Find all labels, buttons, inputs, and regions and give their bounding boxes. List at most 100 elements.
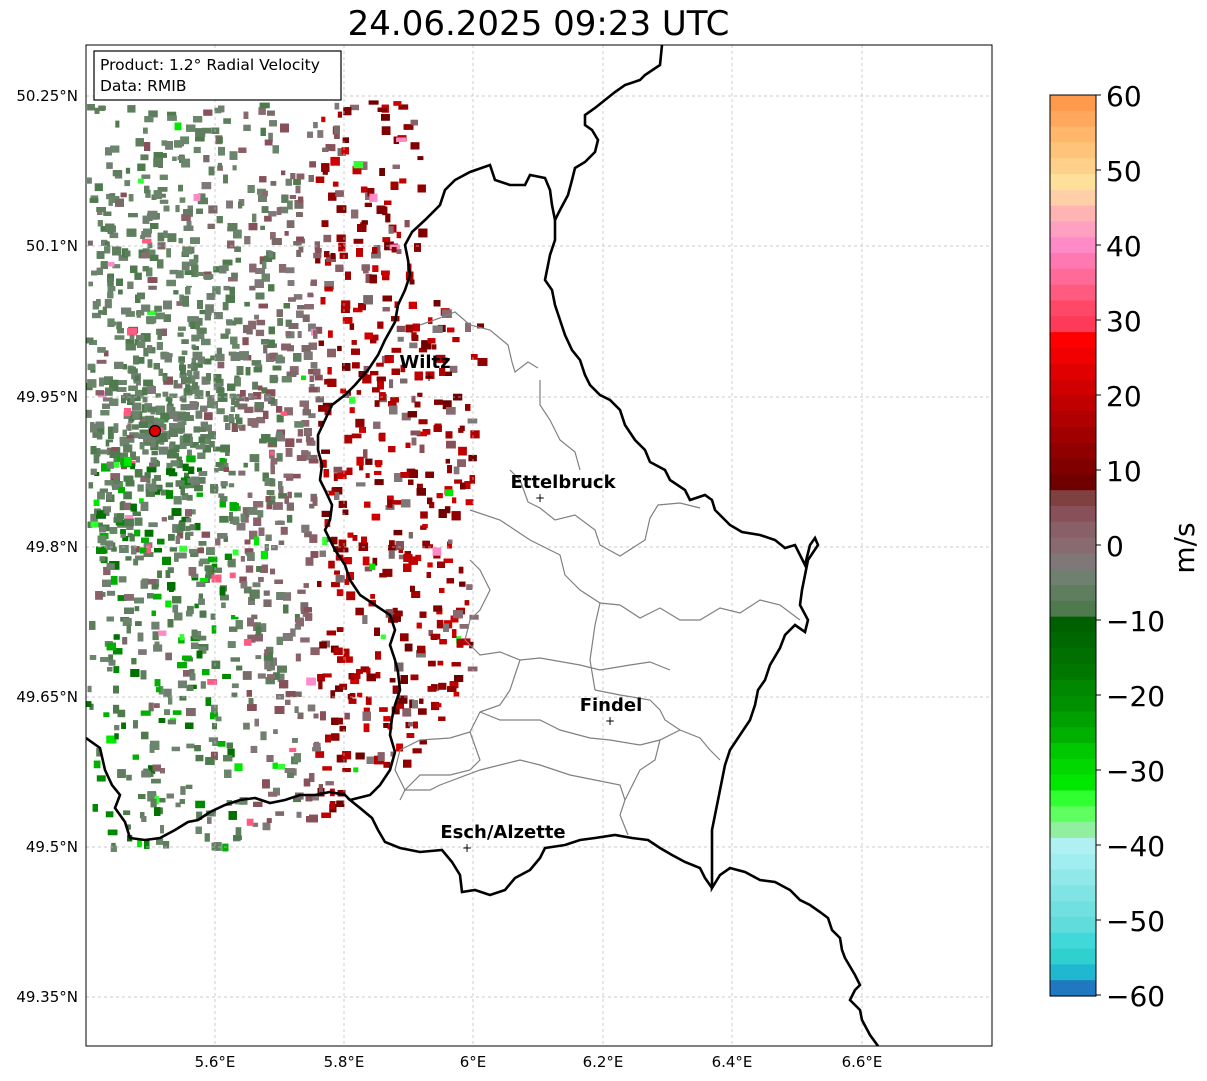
radar-pixel [181, 516, 190, 523]
radar-pixel [450, 615, 459, 623]
radar-pixel [230, 657, 240, 662]
radar-pixel [374, 479, 384, 486]
radar-pixel [187, 449, 192, 456]
radar-pixel [212, 722, 217, 730]
radar-pixel [375, 672, 381, 679]
radar-pixel [308, 369, 314, 375]
radar-pixel [276, 406, 283, 413]
radar-pixel [446, 407, 456, 415]
radar-pixel [212, 286, 221, 295]
radar-pixel [191, 271, 199, 278]
radar-pixel [390, 181, 399, 190]
radar-pixel [179, 545, 187, 552]
radar-pixel [231, 683, 239, 689]
radar-pixel [90, 423, 97, 433]
radar-pixel [329, 801, 336, 810]
radar-pixel [271, 545, 278, 551]
radar-pixel [206, 293, 216, 300]
radar-pixel [165, 141, 173, 150]
radar-pixel [159, 798, 166, 803]
radar-pixel [263, 590, 270, 596]
radar-pixel [177, 332, 184, 337]
radar-pixel [464, 600, 470, 606]
radar-pixel [191, 344, 196, 349]
radar-pixel [195, 410, 203, 419]
radar-pixel [297, 712, 304, 720]
radar-pixel [199, 309, 206, 315]
radar-pixel [179, 444, 187, 449]
radar-pixel [309, 622, 319, 631]
radar-pixel [307, 292, 314, 298]
radar-pixel [311, 440, 316, 446]
radar-pixel [97, 491, 105, 500]
radar-pixel [265, 389, 276, 397]
radar-pixel [100, 449, 109, 455]
radar-pixel [232, 516, 240, 525]
radar-pixel [193, 371, 200, 380]
radar-pixel [197, 547, 204, 554]
radar-pixel [191, 334, 200, 342]
radar-pixel [115, 120, 120, 128]
radar-pixel [272, 502, 283, 510]
radar-pixel [245, 565, 254, 573]
radar-pixel [203, 155, 210, 163]
radar-pixel [412, 323, 420, 332]
radar-pixel [124, 607, 134, 614]
radar-pixel [253, 517, 262, 526]
radar-pixel [114, 335, 125, 340]
radar-pixel [246, 818, 254, 826]
radar-pixel [94, 107, 100, 114]
radar-pixel [197, 467, 202, 472]
radar-pixel [400, 378, 408, 384]
radar-pixel [261, 339, 269, 345]
radar-pixel [191, 358, 197, 365]
radar-pixel [340, 388, 346, 394]
radar-pixel [269, 352, 278, 360]
radar-pixel [95, 421, 105, 429]
radar-pixel [409, 699, 414, 708]
radar-pixel [467, 666, 478, 672]
radar-pixel [205, 304, 214, 313]
radar-pixel [185, 525, 191, 531]
radar-pixel [177, 680, 187, 689]
radar-pixel [190, 552, 199, 557]
radar-pixel [255, 329, 265, 337]
radar-pixel [352, 165, 362, 175]
radar-pixel [167, 111, 177, 116]
radar-pixel [140, 475, 148, 482]
radar-pixel [198, 598, 205, 605]
radar-pixel [219, 586, 226, 596]
radar-pixel [178, 184, 183, 192]
radar-pixel [317, 581, 322, 587]
radar-pixel [109, 196, 120, 203]
radar-pixel [361, 536, 367, 544]
radar-pixel [320, 711, 326, 721]
radar-pixel [277, 318, 283, 326]
radar-pixel [262, 779, 270, 789]
radar-pixel [332, 181, 339, 187]
radar-pixel [349, 323, 355, 330]
radar-pixel [191, 573, 199, 578]
radar-pixel [301, 420, 310, 427]
radar-pixel [376, 376, 386, 382]
radar-pixel [268, 284, 275, 292]
radar-pixel [286, 502, 294, 511]
radar-pixel [405, 442, 411, 448]
radar-pixel [382, 275, 390, 281]
radar-pixel [434, 399, 443, 405]
radar-pixel [308, 323, 316, 332]
radar-pixel [86, 701, 92, 707]
radar-pixel [170, 426, 176, 433]
radar-pixel [98, 310, 106, 315]
radar-pixel [275, 434, 285, 442]
radar-pixel [231, 692, 238, 698]
radar-pixel [257, 510, 264, 518]
radar-pixel [327, 367, 332, 375]
radar-pixel [297, 589, 306, 594]
radar-pixel [417, 156, 424, 161]
radar-pixel [108, 432, 114, 440]
radar-pixel [268, 326, 275, 335]
radar-pixel [110, 447, 119, 452]
radar-pixel [100, 657, 109, 662]
radar-pixel [138, 433, 148, 439]
